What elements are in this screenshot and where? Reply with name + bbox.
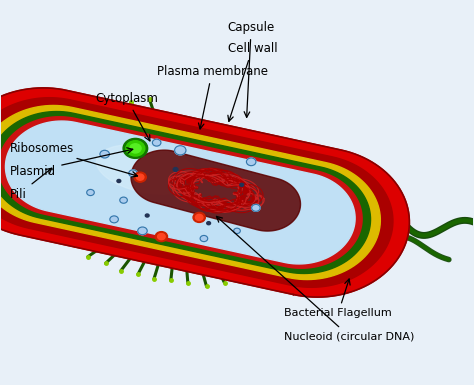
Circle shape bbox=[120, 197, 128, 203]
Circle shape bbox=[240, 183, 244, 186]
Text: Plasmid: Plasmid bbox=[10, 148, 133, 178]
Polygon shape bbox=[6, 121, 355, 264]
Text: Ribosomes: Ribosomes bbox=[10, 142, 137, 177]
Polygon shape bbox=[0, 98, 393, 287]
Circle shape bbox=[157, 234, 165, 240]
Polygon shape bbox=[131, 150, 301, 231]
Circle shape bbox=[155, 232, 167, 242]
Polygon shape bbox=[0, 105, 380, 280]
Text: Cell wall: Cell wall bbox=[228, 42, 277, 121]
Circle shape bbox=[193, 213, 205, 223]
Polygon shape bbox=[0, 88, 410, 297]
Circle shape bbox=[173, 167, 178, 171]
Circle shape bbox=[200, 236, 208, 242]
Circle shape bbox=[130, 144, 141, 153]
Polygon shape bbox=[0, 112, 371, 273]
Circle shape bbox=[174, 146, 186, 155]
Circle shape bbox=[246, 158, 256, 166]
Text: Nucleoid (circular DNA): Nucleoid (circular DNA) bbox=[217, 216, 415, 341]
Polygon shape bbox=[0, 117, 362, 268]
Circle shape bbox=[87, 189, 94, 196]
Ellipse shape bbox=[96, 145, 198, 194]
Circle shape bbox=[195, 214, 203, 221]
Circle shape bbox=[137, 174, 144, 180]
Circle shape bbox=[126, 141, 145, 156]
Text: Pili: Pili bbox=[10, 168, 52, 201]
Circle shape bbox=[153, 139, 161, 146]
Circle shape bbox=[146, 214, 149, 217]
Text: Plasma membrane: Plasma membrane bbox=[156, 65, 268, 129]
Circle shape bbox=[110, 216, 118, 223]
Circle shape bbox=[134, 172, 146, 182]
Circle shape bbox=[129, 170, 137, 177]
Circle shape bbox=[138, 227, 147, 235]
Circle shape bbox=[100, 150, 109, 158]
Text: Bacterial Flagellum: Bacterial Flagellum bbox=[284, 279, 392, 318]
Circle shape bbox=[252, 204, 260, 211]
Circle shape bbox=[123, 139, 148, 158]
Text: Cytoplasm: Cytoplasm bbox=[95, 92, 158, 141]
Text: Capsule: Capsule bbox=[228, 21, 275, 117]
Circle shape bbox=[117, 179, 121, 182]
Circle shape bbox=[234, 228, 240, 234]
Circle shape bbox=[207, 222, 210, 225]
